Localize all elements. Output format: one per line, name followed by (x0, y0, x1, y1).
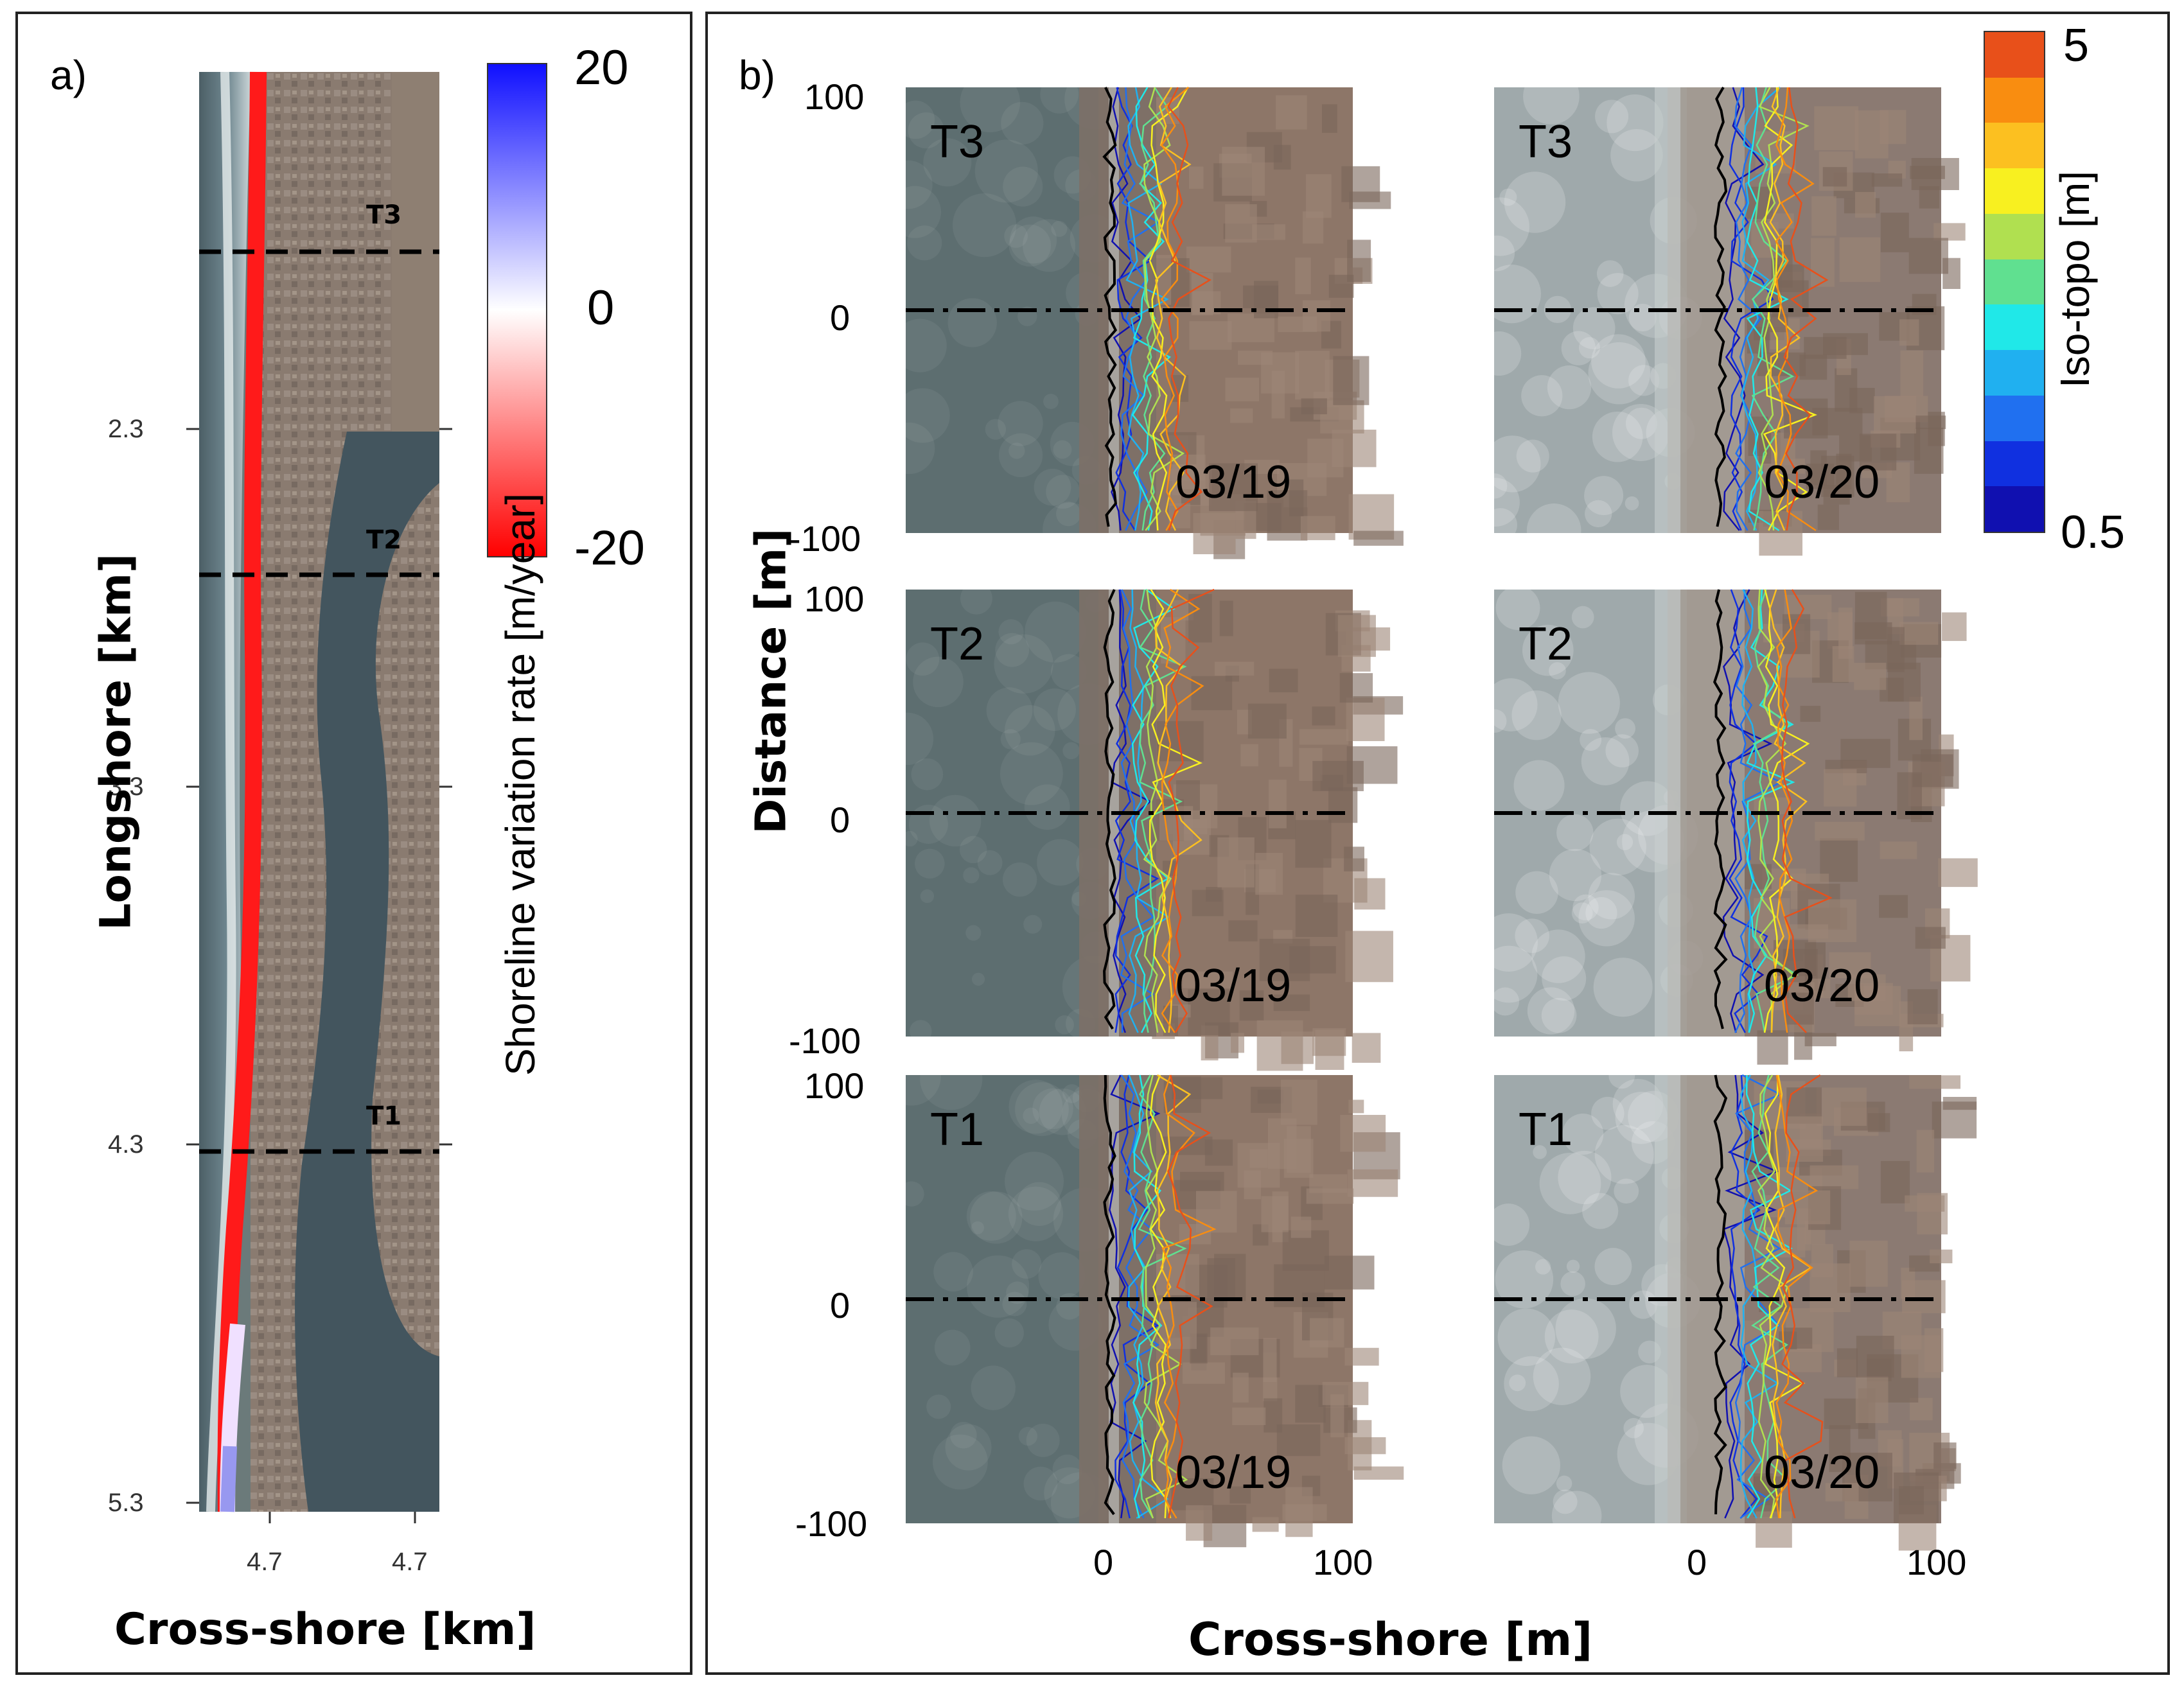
row1-ytick-mid: 0 (830, 297, 850, 338)
colorbar-b-title: Iso-topo [m] (2052, 171, 2098, 388)
colorbar-b-swatch (1985, 441, 2044, 487)
colorbar-b-swatch (1985, 350, 2044, 396)
row2-ytick-bot: -100 (789, 1020, 861, 1061)
xtick-right-100: 100 (1907, 1542, 1967, 1582)
tile-transect-label: T1 (930, 1104, 985, 1155)
panel-a-transect-lines (199, 249, 439, 1154)
panel-a-colorbar (487, 63, 547, 557)
row2-ytick-mid: 0 (830, 800, 850, 840)
tile-date-label: 03/20 (1764, 960, 1880, 1011)
panel-a-ytick-5.3: 5.3 (108, 1489, 144, 1517)
colorbar-b-max: 5 (2063, 20, 2090, 71)
row3-ytick-bot: -100 (795, 1503, 868, 1544)
row3-ytick-mid: 0 (830, 1285, 850, 1326)
colorbar-a-tick-zero: 0 (587, 281, 615, 335)
tile-date-label: 03/19 (1176, 960, 1292, 1011)
tile-t1-2020: T1 03/20 (1487, 1062, 1977, 1551)
panel-b-ylabel: Distance [m] (746, 528, 796, 834)
tile-image (1470, 68, 1966, 558)
tile-date-label: 03/20 (1764, 1447, 1880, 1498)
panel-a-label: a) (50, 52, 87, 98)
row2-ytick-top: 100 (804, 579, 865, 619)
tile-image (881, 582, 1404, 1071)
panel-b-colorbar (1984, 31, 2045, 533)
panel-a-axis-ticks (186, 428, 452, 1523)
panel-a-xlabel: Cross-shore [km] (114, 1604, 536, 1655)
colorbar-b-swatch (1985, 168, 2044, 214)
panel-a-satellite-map (199, 71, 439, 1512)
colorbar-b-swatch (1985, 304, 2044, 351)
panel-a-xtick-right: 4.7 (392, 1548, 428, 1576)
tile-transect-label: T1 (1519, 1104, 1573, 1155)
colorbar-b-swatch (1985, 32, 2044, 78)
colorbar-b-swatch (1985, 395, 2044, 441)
row1-ytick-top: 100 (804, 76, 865, 117)
transect-label-t3: T3 (366, 200, 402, 230)
tile-t3-2019: T3 03/19 (883, 69, 1404, 559)
tile-transect-label: T2 (930, 618, 985, 670)
tile-t2-2020: T2 03/20 (1479, 586, 1978, 1065)
tile-t1-2019: T1 03/19 (881, 1046, 1404, 1548)
tile-image (1487, 1062, 1977, 1551)
tile-date-label: 03/20 (1764, 457, 1880, 508)
tile-date-label: 03/19 (1176, 457, 1292, 508)
tile-date-label: 03/19 (1176, 1447, 1292, 1498)
colorbar-a-tick-min: -20 (574, 521, 645, 575)
xtick-right-0: 0 (1687, 1542, 1707, 1582)
xtick-left-100: 100 (1313, 1542, 1373, 1582)
panel-a-xtick-left: 4.7 (247, 1548, 283, 1576)
tile-image (883, 69, 1404, 559)
colorbar-b-swatch (1985, 213, 2044, 259)
tile-image (1479, 586, 1978, 1065)
panel-a-frame (15, 12, 692, 1675)
colorbar-b-swatch (1985, 486, 2044, 532)
tile-image (881, 1046, 1404, 1548)
colorbar-b-min: 0.5 (2061, 507, 2126, 558)
tile-transect-label: T3 (1519, 116, 1573, 168)
transect-label-t1: T1 (366, 1101, 402, 1131)
tile-transect-label: T3 (930, 116, 985, 168)
row3-ytick-top: 100 (804, 1065, 865, 1106)
colorbar-a-tick-max: 20 (574, 40, 629, 95)
transect-label-t2: T2 (366, 525, 402, 555)
tile-t3-2020: T3 03/20 (1470, 68, 1966, 558)
panel-a-ytick-3.3: 3.3 (108, 773, 144, 801)
panel-b-xlabel: Cross-shore [m] (1188, 1613, 1593, 1666)
panel-a-ytick-2.3: 2.3 (108, 415, 144, 443)
panel-b-label: b) (739, 52, 775, 98)
tile-transect-label: T2 (1519, 618, 1573, 670)
panel-a-ytick-4.3: 4.3 (108, 1130, 144, 1159)
panel-b-frame (705, 12, 2170, 1675)
colorbar-a-title: Shoreline variation rate [m/year] (497, 493, 543, 1076)
colorbar-b-swatch (1985, 259, 2044, 305)
xtick-left-0: 0 (1093, 1542, 1114, 1582)
tile-t2-2019: T2 03/19 (881, 582, 1404, 1071)
colorbar-b-swatch (1985, 123, 2044, 169)
panel-a-ylabel: Longshore [km] (91, 553, 141, 931)
colorbar-b-swatch (1985, 77, 2044, 123)
row1-ytick-bot: -100 (789, 518, 861, 559)
